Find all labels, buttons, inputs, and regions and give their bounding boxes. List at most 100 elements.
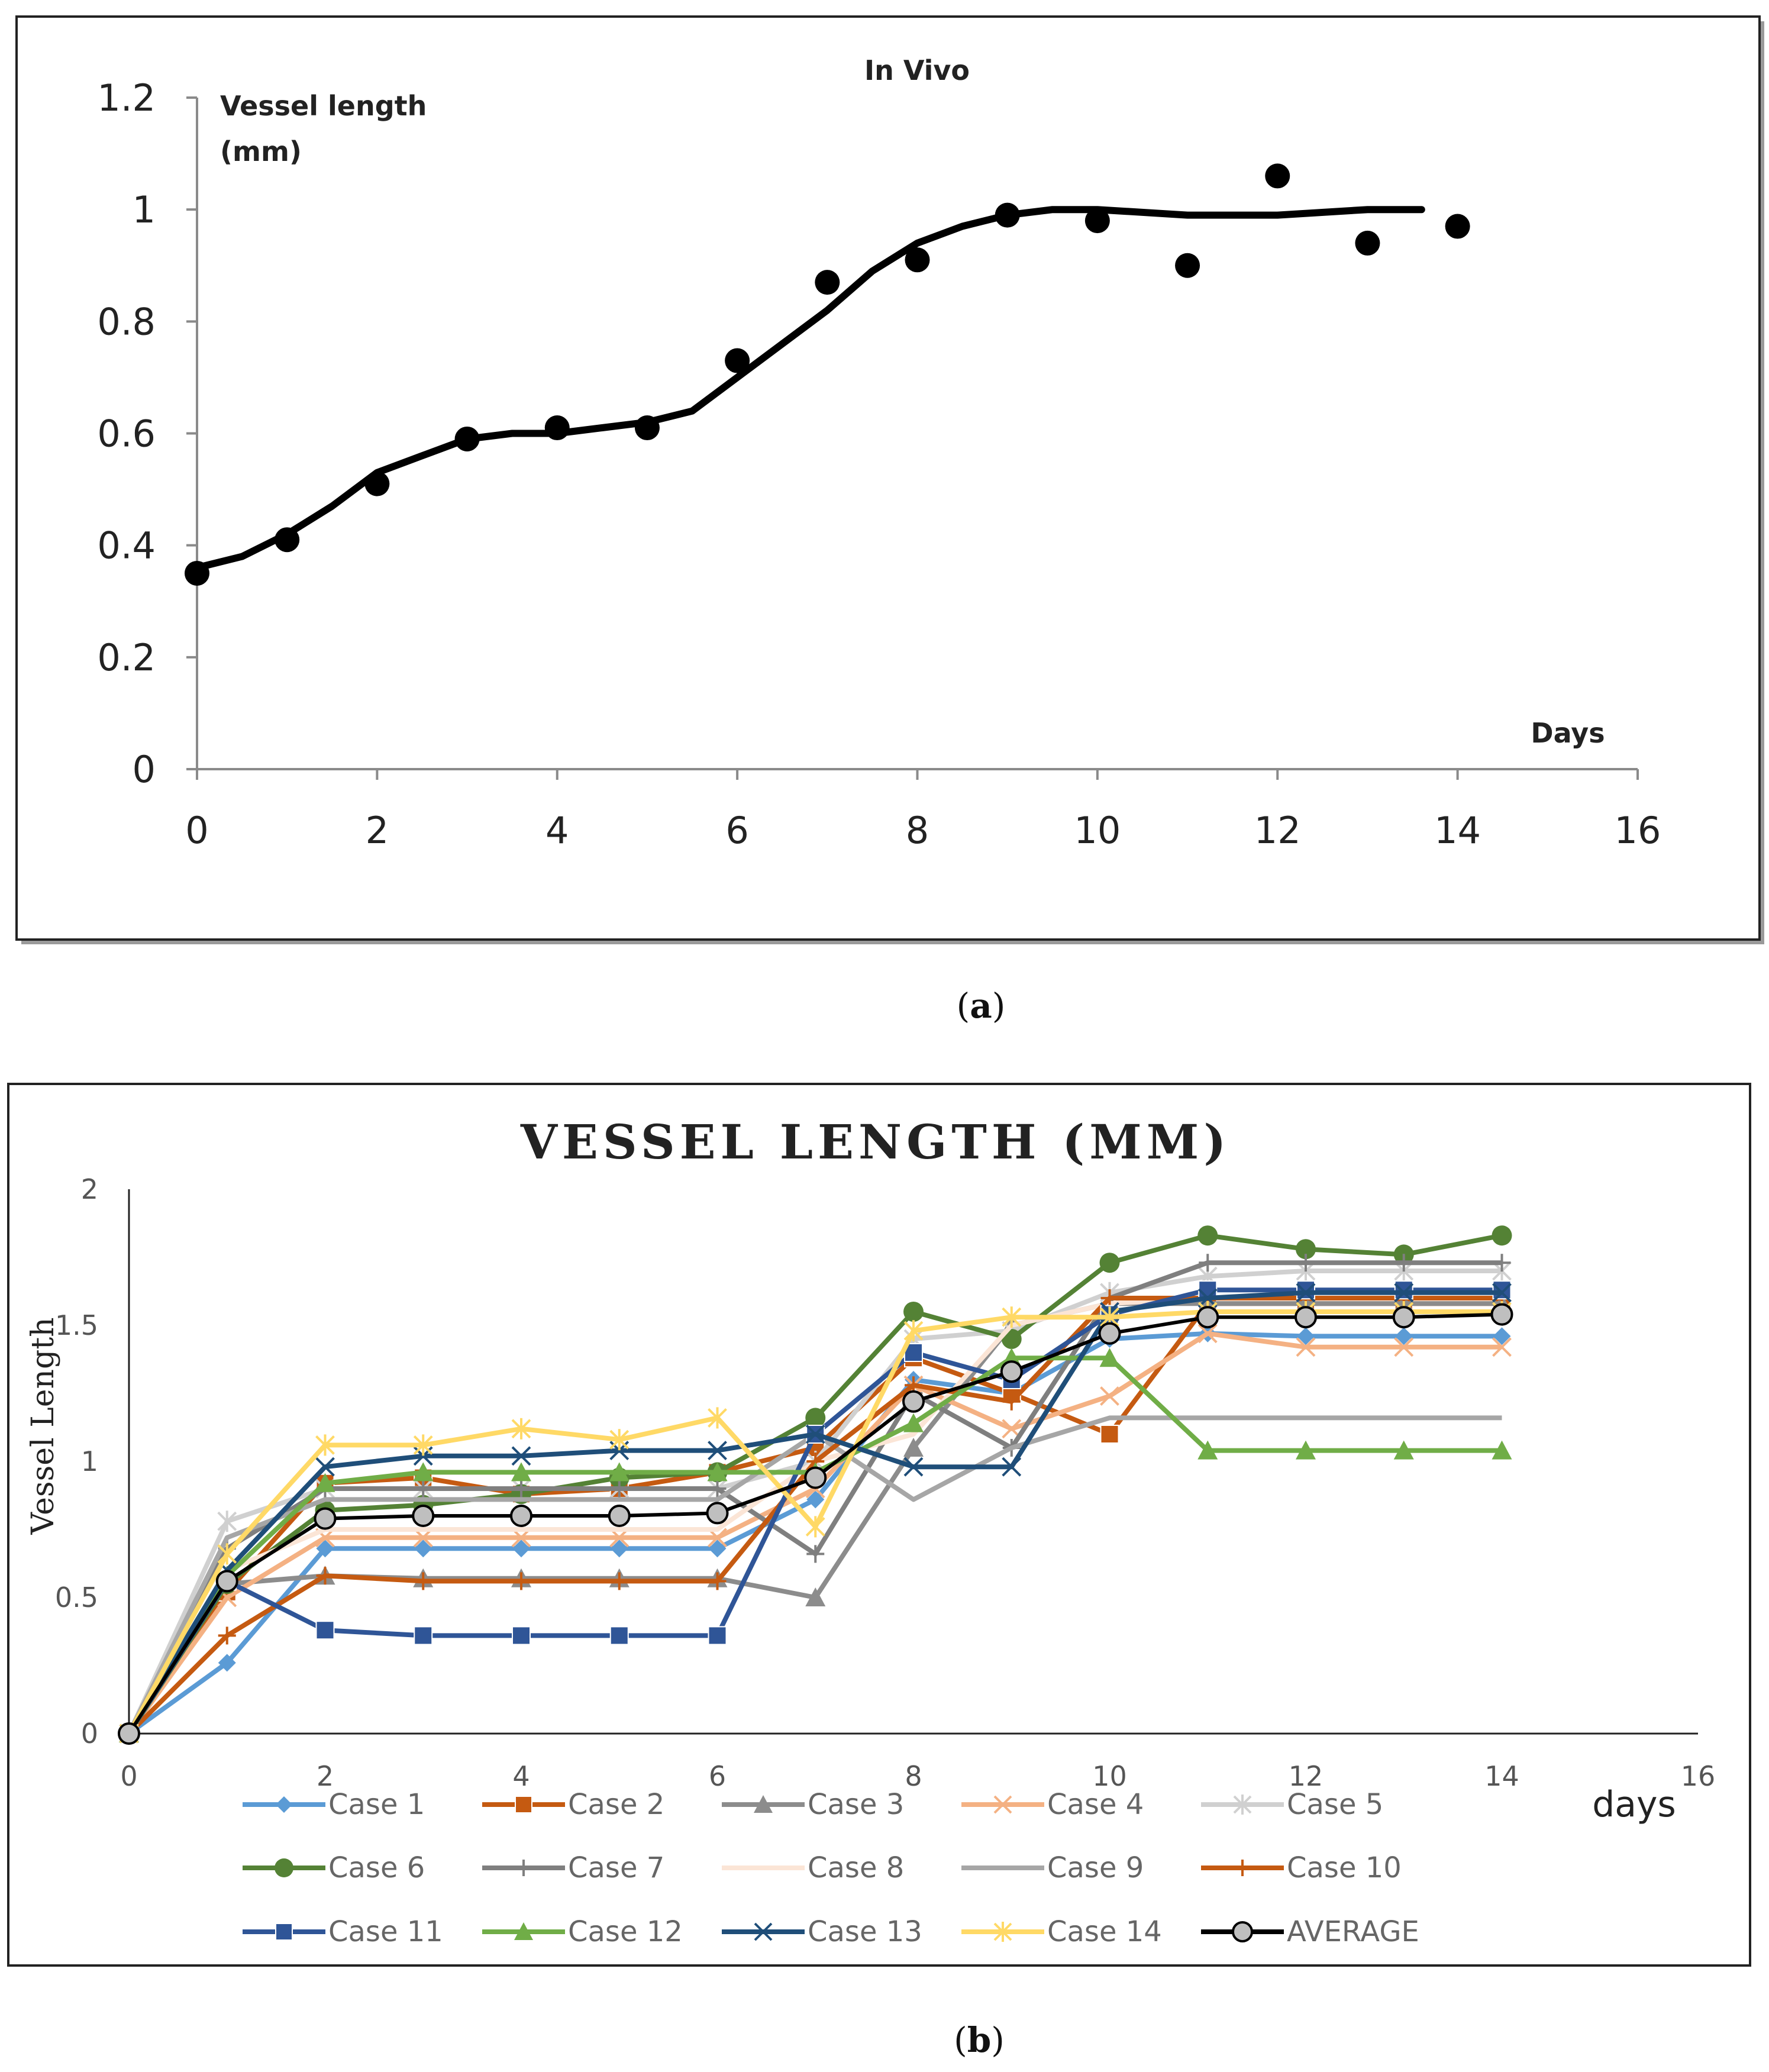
point-average bbox=[804, 1466, 827, 1489]
series-case-7 bbox=[120, 1254, 1511, 1742]
point-case-13-stroke-2 bbox=[1197, 1288, 1218, 1308]
legend-marker-case-6-shape bbox=[275, 1858, 293, 1877]
point-case-6 bbox=[805, 1408, 826, 1428]
point-average-shape bbox=[314, 1507, 337, 1530]
point-case-4 bbox=[1100, 1386, 1119, 1406]
legend-item-case-7: Case 7 bbox=[482, 1851, 664, 1884]
point-case-3 bbox=[903, 1438, 924, 1457]
a-x-tick-label: 8 bbox=[906, 809, 929, 852]
legend-marker-case-3 bbox=[754, 1795, 773, 1813]
legend-marker-average bbox=[1232, 1921, 1253, 1942]
point-average bbox=[314, 1507, 337, 1530]
a-data-point bbox=[1445, 214, 1470, 239]
b-x-tick-label: 0 bbox=[120, 1760, 137, 1792]
point-case-1-shape bbox=[806, 1490, 825, 1509]
point-case-4-stroke-2 bbox=[1296, 1337, 1316, 1357]
a-x-tick-label: 16 bbox=[1615, 809, 1661, 852]
panel-b-axes: 0 2 4 6 8 10 12 14 16 0 0.5 1 1.5 2 bbox=[55, 1173, 1715, 1792]
point-case-12-shape bbox=[511, 1462, 531, 1482]
point-average bbox=[118, 1722, 140, 1745]
legend-marker-case-13 bbox=[754, 1922, 773, 1941]
point-case-13 bbox=[1002, 1457, 1022, 1477]
point-case-12 bbox=[511, 1462, 531, 1482]
b-x-tick-label: 12 bbox=[1289, 1760, 1323, 1792]
point-average bbox=[412, 1505, 435, 1527]
b-y-tick-label: 0.5 bbox=[55, 1582, 98, 1613]
point-case-5 bbox=[217, 1511, 237, 1532]
point-case-4-stroke-2 bbox=[708, 1528, 727, 1548]
point-average-shape bbox=[1196, 1306, 1219, 1329]
point-average-shape bbox=[215, 1570, 238, 1593]
point-case-12-shape bbox=[1099, 1348, 1120, 1367]
point-case-1 bbox=[1493, 1327, 1511, 1345]
legend-marker-case-4-stroke-2 bbox=[993, 1795, 1012, 1814]
point-average-shape bbox=[804, 1466, 827, 1489]
point-case-6-shape bbox=[1099, 1253, 1120, 1273]
point-average bbox=[706, 1502, 729, 1525]
point-case-10 bbox=[512, 1572, 530, 1590]
legend-label: Case 2 bbox=[568, 1788, 664, 1821]
point-case-11 bbox=[512, 1626, 531, 1645]
panel-b-title: VESSEL LENGTH (MM) bbox=[520, 1114, 1231, 1170]
panel-a-title: In Vivo bbox=[864, 54, 970, 86]
point-case-6 bbox=[1296, 1239, 1316, 1260]
point-case-13-stroke-2 bbox=[511, 1446, 531, 1466]
a-x-tick-label: 4 bbox=[545, 809, 569, 852]
a-y-tick-label: 1 bbox=[133, 188, 156, 231]
point-case-7 bbox=[806, 1545, 825, 1563]
point-case-13 bbox=[1394, 1283, 1414, 1303]
panel-a-points bbox=[185, 163, 1470, 586]
legend-item-case-3: Case 3 bbox=[722, 1788, 904, 1821]
point-case-4-stroke-2 bbox=[1002, 1419, 1022, 1439]
b-y-tick-label: 1.5 bbox=[55, 1309, 98, 1341]
a-data-point bbox=[634, 415, 660, 441]
point-average bbox=[1000, 1360, 1023, 1383]
point-case-4 bbox=[1197, 1324, 1218, 1344]
legend-item-case-8: Case 8 bbox=[722, 1851, 904, 1884]
point-average-shape bbox=[1098, 1322, 1121, 1345]
a-y-tick-label: 0.8 bbox=[97, 300, 156, 343]
point-case-12 bbox=[1492, 1440, 1512, 1460]
point-case-1-shape bbox=[512, 1540, 530, 1558]
point-average bbox=[1196, 1306, 1219, 1329]
point-case-1 bbox=[708, 1540, 727, 1558]
point-case-13-stroke-2 bbox=[1492, 1283, 1512, 1303]
point-case-7 bbox=[1394, 1254, 1413, 1272]
point-case-13 bbox=[1197, 1288, 1218, 1308]
point-average bbox=[1295, 1306, 1317, 1329]
legend-label: Case 9 bbox=[1047, 1851, 1144, 1884]
legend-marker-case-10 bbox=[1234, 1860, 1251, 1876]
point-case-7 bbox=[1199, 1254, 1217, 1272]
point-case-1-shape bbox=[1493, 1327, 1511, 1345]
point-case-13-stroke-2 bbox=[1002, 1457, 1022, 1477]
point-case-11-shape bbox=[1296, 1280, 1315, 1300]
point-case-7 bbox=[610, 1480, 628, 1497]
point-case-1 bbox=[512, 1540, 530, 1558]
point-average-shape bbox=[706, 1502, 729, 1525]
point-case-1-shape bbox=[708, 1540, 727, 1558]
legend-item-case-12: Case 12 bbox=[482, 1915, 683, 1948]
point-case-7 bbox=[414, 1480, 432, 1497]
legend-marker-case-13-stroke-2 bbox=[754, 1922, 773, 1941]
legend-label: AVERAGE bbox=[1287, 1915, 1419, 1948]
point-case-12 bbox=[315, 1473, 335, 1492]
point-case-13 bbox=[1492, 1283, 1512, 1303]
point-case-4-stroke-2 bbox=[1492, 1337, 1512, 1357]
a-data-point bbox=[725, 348, 750, 373]
point-case-14 bbox=[217, 1543, 237, 1565]
legend-item-case-5: Case 5 bbox=[1201, 1788, 1383, 1821]
panel-b-series bbox=[118, 1225, 1513, 1745]
legend-marker-case-12-shape bbox=[514, 1922, 533, 1940]
point-case-12-shape bbox=[315, 1473, 335, 1492]
point-case-13 bbox=[805, 1424, 825, 1444]
b-x-tick-label: 4 bbox=[512, 1760, 530, 1792]
point-case-10 bbox=[708, 1572, 727, 1590]
a-x-tick-label: 12 bbox=[1254, 809, 1301, 852]
point-case-13-stroke-2 bbox=[805, 1424, 825, 1444]
point-case-12 bbox=[707, 1462, 728, 1482]
point-case-1-shape bbox=[1394, 1327, 1413, 1345]
point-case-14 bbox=[805, 1516, 825, 1538]
b-x-tick-label: 8 bbox=[905, 1760, 922, 1792]
a-data-point bbox=[1175, 253, 1200, 278]
b-y-tick-label: 2 bbox=[81, 1173, 98, 1205]
